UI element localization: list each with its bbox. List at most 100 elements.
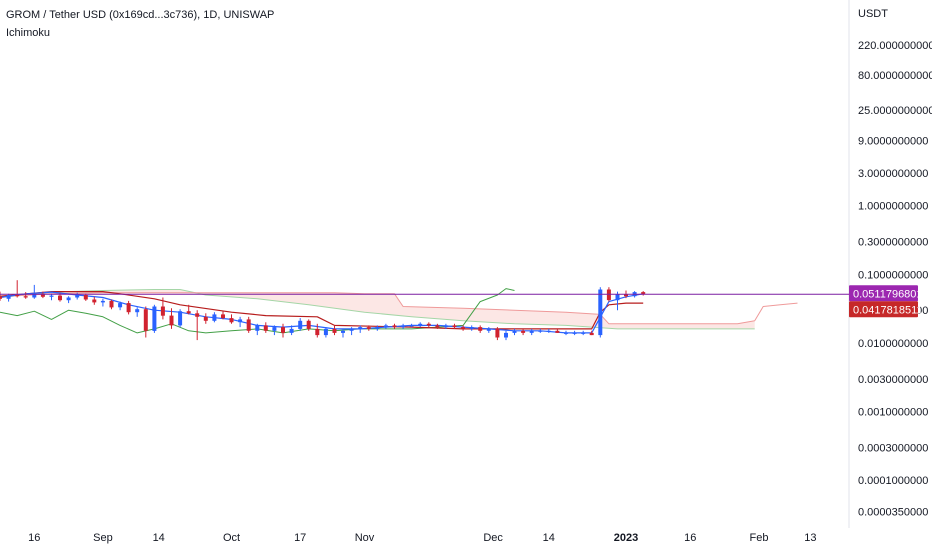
candle-body <box>341 330 345 333</box>
candle-body <box>238 319 243 323</box>
price-axis[interactable]: 220.0000000000 80.0000000000 25.0000000000… <box>858 40 932 518</box>
indicator-label[interactable]: Ichimoku <box>6 27 51 39</box>
candle <box>581 330 586 336</box>
candle <box>92 296 97 305</box>
candle <box>323 327 328 338</box>
time-tick-label: 14 <box>153 532 165 544</box>
price-tick-label: 0.0001000000 <box>858 475 928 487</box>
price-tick-label: 0.0010000000 <box>858 407 928 419</box>
candle <box>409 323 414 328</box>
candle-body <box>135 309 140 313</box>
candle-body <box>229 318 234 323</box>
candle <box>383 323 388 329</box>
candle <box>589 330 594 336</box>
candle <box>426 322 431 328</box>
candle-body <box>641 292 646 295</box>
candle <box>23 292 28 299</box>
candle-body <box>281 327 285 333</box>
candle <box>169 308 174 329</box>
candle <box>546 328 551 333</box>
candle-body <box>195 313 200 317</box>
candle-body <box>40 293 45 297</box>
price-tick-label: 0.0030000000 <box>858 374 928 386</box>
candle-body <box>469 327 474 329</box>
candle-body <box>109 300 114 308</box>
candle-body <box>375 327 380 329</box>
candle-body <box>306 320 311 329</box>
symbol-title[interactable]: GROM / Tether USD (0x169cd...3c736), 1D,… <box>6 9 275 21</box>
candle-body <box>589 332 594 336</box>
candle-body <box>383 325 388 328</box>
leading-span-b-line <box>0 292 798 325</box>
candle <box>143 306 148 338</box>
candle-body <box>212 314 217 321</box>
candle <box>83 293 88 301</box>
candle-body <box>409 325 414 327</box>
candle-body <box>289 328 294 333</box>
candle-body <box>581 332 586 334</box>
candle-body <box>75 295 80 298</box>
price-tick-label: 1.0000000000 <box>858 201 928 213</box>
candle <box>401 323 406 329</box>
candle <box>109 299 114 310</box>
price-tick-label: 9.0000000000 <box>858 135 928 147</box>
candle <box>486 327 491 333</box>
candle <box>341 328 345 338</box>
time-tick-label: 13 <box>804 532 816 544</box>
time-tick-label: 16 <box>684 532 696 544</box>
candle <box>564 330 568 336</box>
candle-body <box>392 325 397 328</box>
candle <box>298 318 303 331</box>
price-tick-label: 0.0000350000 <box>858 506 928 518</box>
time-tick-label: 17 <box>294 532 306 544</box>
candles <box>0 280 646 341</box>
candle <box>538 328 543 333</box>
time-tick-label: Oct <box>223 532 240 544</box>
candle-body <box>332 328 337 333</box>
ichimoku-cloud <box>0 289 755 329</box>
candle <box>263 322 268 333</box>
candle-body <box>461 327 466 329</box>
base-line-tag: 0.0417818511 <box>849 301 923 318</box>
candle <box>349 327 354 336</box>
candle <box>49 293 54 301</box>
candle <box>555 328 560 333</box>
candle <box>289 325 294 336</box>
candle <box>598 287 603 338</box>
candle <box>212 312 217 323</box>
ichimoku-cloud-fill <box>0 289 755 329</box>
time-axis[interactable]: 16 Sep 14 Oct 17 Nov Dec 14 2023 16 Feb 13 <box>28 532 816 544</box>
price-axis-unit: USDT <box>858 8 888 20</box>
candle <box>512 328 517 336</box>
candle-body <box>186 311 191 314</box>
candle-body <box>538 330 543 332</box>
candle-body <box>169 315 174 326</box>
candle-body <box>298 320 303 329</box>
candle-body <box>478 327 483 331</box>
candle-body <box>32 293 37 298</box>
candle <box>572 330 577 336</box>
candle <box>452 323 457 329</box>
candle <box>186 304 191 315</box>
candle-body <box>0 296 2 299</box>
candle <box>221 311 225 320</box>
candle <box>529 328 534 336</box>
candle-body <box>246 319 251 331</box>
candle-body <box>58 295 62 301</box>
candle-body <box>323 328 328 336</box>
time-tick-label: 14 <box>543 532 555 544</box>
candle-body <box>358 327 363 329</box>
candle-body <box>272 327 277 331</box>
candle <box>521 328 526 336</box>
candle <box>203 313 208 324</box>
candle-body <box>83 295 88 300</box>
candle-body <box>66 297 71 301</box>
candle <box>0 291 2 301</box>
candle-body <box>118 303 123 308</box>
base-line-tag-text: 0.0417818511 <box>853 304 923 316</box>
candle-body <box>366 327 371 329</box>
candle-body <box>615 294 620 301</box>
candle-body <box>435 325 440 328</box>
candle <box>40 291 45 299</box>
